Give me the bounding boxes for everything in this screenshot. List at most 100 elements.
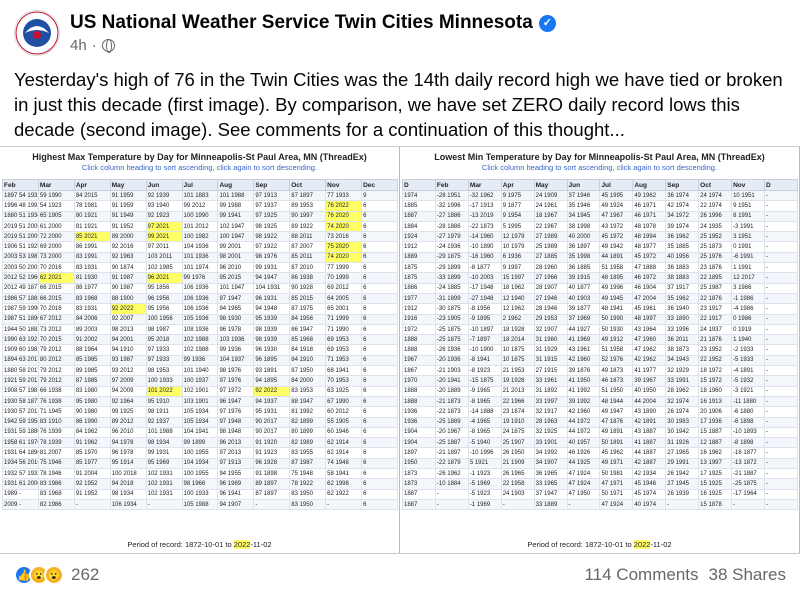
table-cell: 61 2000 <box>37 220 75 233</box>
table-row: 1934 56 2016 75 1946 85 1977 95 1914 95 1969… <box>2 457 398 470</box>
table-cell: 62 2021 <box>37 272 75 284</box>
table-cell: -28 1951 <box>434 189 469 202</box>
record-low-column-header[interactable]: Feb <box>434 179 469 191</box>
table-row: 1912 -30 1875 -8 1956 12 1962 28 1946 39 1877… <box>402 303 799 315</box>
record-high-column-header[interactable]: Sep <box>253 179 291 191</box>
table-cell: 27 1945 <box>665 478 700 490</box>
page-name[interactable]: US National Weather Service Twin Cities … <box>70 12 556 34</box>
table-cell: 105 1936 <box>181 313 219 325</box>
table-row: 1888 -20 1889 -9 1965 21 2013 31 1892 41 1992… <box>402 385 799 397</box>
table-cell: 90 1980 <box>73 406 111 418</box>
table-cell: 79 2012 <box>37 375 75 387</box>
table-cell: 1932 57 1932 <box>2 468 39 480</box>
table-cell: 45 1974 <box>632 488 667 500</box>
record-low-column-header[interactable]: Nov <box>731 179 765 191</box>
table-cell: 50 1891 <box>599 437 634 449</box>
table-cell: -32 1996 <box>434 200 469 212</box>
table-cell: 83 1986 <box>37 478 75 490</box>
table-cell: 6 <box>361 220 398 233</box>
table-cell: 1930 57 2017 <box>2 406 39 418</box>
record-high-column-header[interactable]: May <box>109 179 147 191</box>
record-low-column-header[interactable]: Aug <box>632 179 667 191</box>
post-timestamp[interactable]: 4h <box>70 37 87 54</box>
record-low-column-header[interactable]: Mar <box>467 179 502 191</box>
comments-count[interactable]: 114 Comments <box>584 565 699 584</box>
record-high-column-header[interactable]: Apr <box>73 179 111 191</box>
table-cell: 88 1947 <box>289 395 327 408</box>
record-high-column-header[interactable]: Mar <box>37 179 75 191</box>
table-row: 1942 59 1958 83 1910 86 1990 89 2012 92 1937… <box>2 416 398 428</box>
record-high-column-header[interactable]: Aug <box>217 179 255 191</box>
table-cell: - <box>763 478 799 490</box>
record-high-column-header[interactable]: Oct <box>289 179 327 191</box>
table-cell: 50 1930 <box>599 323 634 336</box>
record-high-column-header[interactable]: Jul <box>181 179 219 191</box>
record-low-column-header[interactable]: Jul <box>599 179 634 191</box>
table-cell: 81 1930 <box>73 272 111 284</box>
table-cell: -4 1986 <box>731 303 765 315</box>
record-low-table-image[interactable]: Lowest Min Temperature by Day for Minnea… <box>400 147 800 553</box>
record-low-column-header[interactable]: Oct <box>698 179 733 191</box>
table-cell: -2 1933 <box>731 344 765 356</box>
table-cell: 40 1877 <box>566 282 601 294</box>
record-low-column-header[interactable]: D <box>402 179 436 191</box>
record-low-column-header[interactable]: D <box>763 179 799 191</box>
table-cell: - <box>763 375 799 387</box>
table-cell: 101 1988 <box>217 189 255 202</box>
table-cell: 24 1875 <box>500 426 535 439</box>
table-cell: 82 1989 <box>289 437 327 449</box>
table-cell: 44 1887 <box>632 447 667 459</box>
table-cell: 97 1976 <box>217 375 255 387</box>
table-cell: 32 1907 <box>533 323 568 336</box>
table-cell: - <box>763 437 799 449</box>
table-cell: - <box>325 498 363 511</box>
nws-logo-avatar[interactable] <box>14 10 60 56</box>
record-low-column-header[interactable]: Jun <box>566 179 601 191</box>
table-cell: 91 1920 <box>253 437 291 449</box>
table-cell: 54 1923 <box>37 200 75 212</box>
table-cell: - <box>731 498 765 511</box>
table-cell: 35 1885 <box>665 241 700 253</box>
table-cell: 39 1974 <box>665 220 700 233</box>
post-images[interactable]: Highest Max Temperature by Day for Minne… <box>0 146 800 554</box>
record-high-grid: Feb Mar Apr May Jun Jul Aug Sep Oct Nov Dec 1897 54… <box>2 179 398 511</box>
table-cell: -5 1923 <box>467 488 502 500</box>
table-cell: 1888 <box>402 334 436 346</box>
table-cell: 44 1927 <box>566 323 601 336</box>
table-cell: 85 1970 <box>73 447 111 459</box>
record-low-column-header[interactable]: Sep <box>665 179 700 191</box>
table-cell: 84 1910 <box>289 354 327 367</box>
page-name-text[interactable]: US National Weather Service Twin Cities … <box>70 12 533 33</box>
table-cell: 81 2007 <box>37 447 75 459</box>
table-cell: 26 1965 <box>500 468 535 480</box>
table-cell: 73 2012 <box>37 323 75 336</box>
table-cell: 95 1931 <box>253 406 291 418</box>
record-low-column-header[interactable]: Apr <box>500 179 535 191</box>
table-cell: 102 1931 <box>145 468 183 480</box>
record-high-table-image[interactable]: Highest Max Temperature by Day for Minne… <box>0 147 400 553</box>
shares-count[interactable]: 38 Shares <box>708 565 787 584</box>
table-cell: 96 1931 <box>253 292 291 305</box>
record-high-column-header[interactable]: Nov <box>325 179 363 191</box>
record-high-column-header[interactable]: Dec <box>361 179 398 191</box>
table-cell: 45 1972 <box>599 231 634 243</box>
public-globe-icon[interactable] <box>101 39 115 53</box>
table-cell: 5 1995 <box>500 220 535 233</box>
reaction-count[interactable]: 262 <box>71 565 100 584</box>
table-cell: 76 1939 <box>37 426 75 439</box>
record-high-column-header[interactable]: Jun <box>145 179 183 191</box>
table-cell: 106 1934 <box>109 498 147 511</box>
nws-logo-icon <box>15 11 59 55</box>
table-cell: 24 1937 <box>698 323 733 336</box>
table-cell: 25 1873 <box>698 241 733 253</box>
table-cell: 34 1972 <box>665 210 700 222</box>
table-cell: 1987 59 1990 <box>2 303 39 315</box>
record-low-column-header[interactable]: May <box>533 179 568 191</box>
reactions-summary[interactable]: 👍 😮 😮 262 <box>14 565 99 585</box>
table-cell: 9 1877 <box>500 200 535 212</box>
table-cell: - <box>763 365 799 377</box>
table-cell: - <box>763 344 799 356</box>
table-cell: 85 1977 <box>73 457 111 470</box>
table-row: 1987 59 1990 70 2016 83 1931 92 2022 95 1956… <box>2 303 398 315</box>
record-high-column-header[interactable]: Feb <box>2 179 39 191</box>
